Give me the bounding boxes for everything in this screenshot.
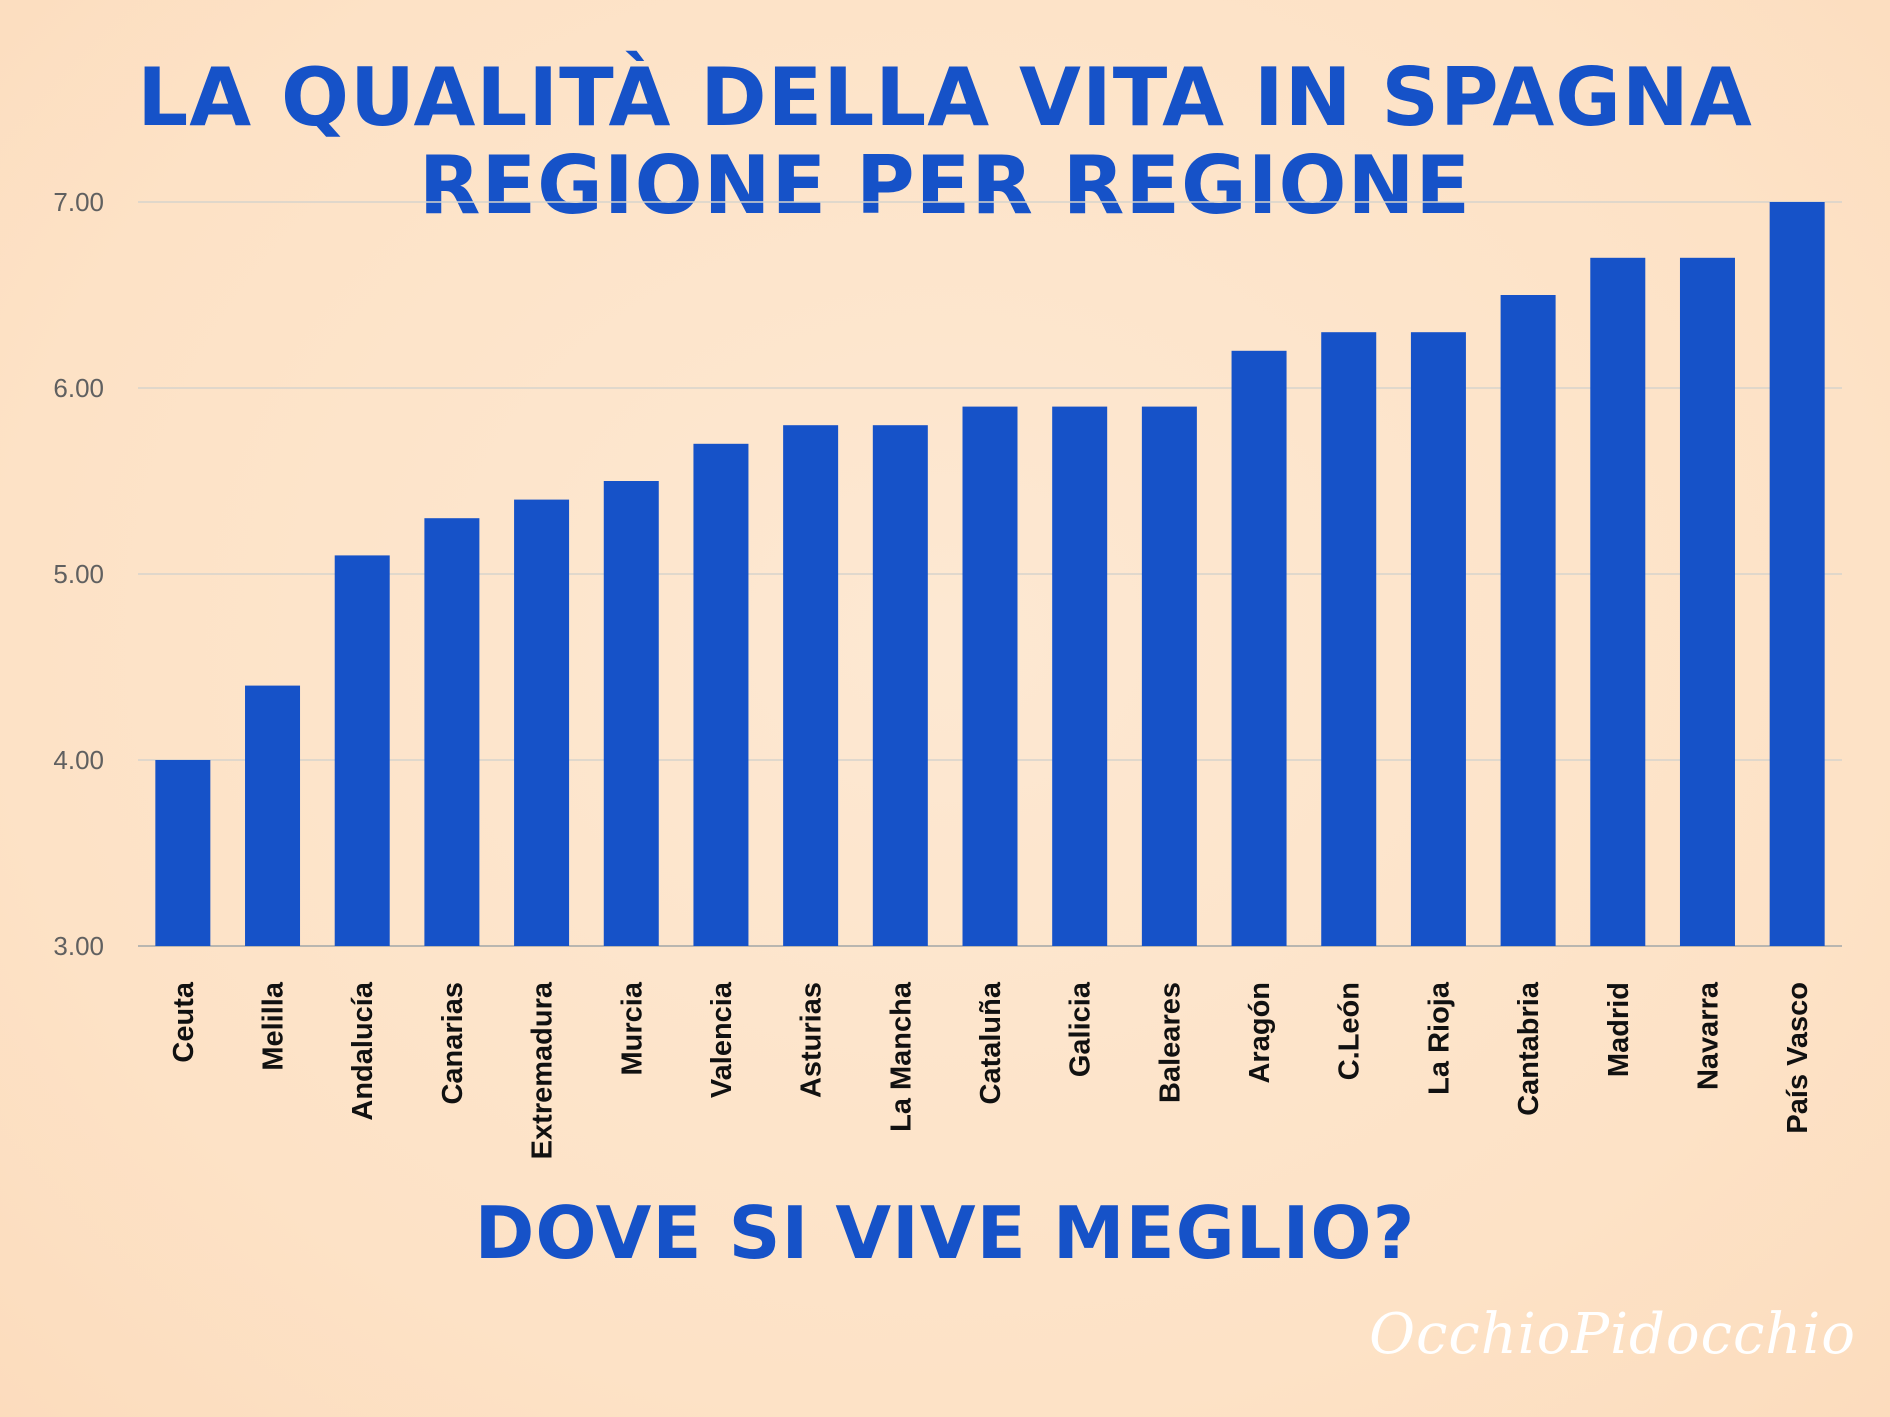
x-tick-label: Melilla (258, 981, 290, 1071)
x-tick-label: País Vasco (1782, 982, 1814, 1134)
bar (603, 481, 659, 946)
x-tick-label: Asturias (796, 982, 828, 1098)
x-tick-label: Valencia (706, 981, 738, 1098)
x-tick-label: C.León (1334, 982, 1366, 1080)
brand-logo: OcchioPidocchio (1369, 1302, 1856, 1367)
bar (155, 760, 211, 946)
bar (1321, 332, 1377, 946)
x-tick-label: Cantabria (1513, 981, 1545, 1116)
x-tick-label: Madrid (1603, 982, 1635, 1077)
bar (1231, 350, 1287, 946)
y-tick-label: 3.00 (53, 931, 104, 961)
x-tick-label: Galicia (1065, 981, 1097, 1077)
bar (1052, 406, 1108, 947)
x-tick-label: La Rioja (1423, 981, 1455, 1095)
x-tick-label: Aragón (1244, 982, 1276, 1084)
chart-title-line2: REGIONE PER REGIONE (418, 139, 1472, 232)
y-tick-label: 5.00 (53, 559, 104, 589)
x-tick-label: Baleares (1154, 982, 1186, 1103)
x-tick-label: Ceuta (168, 981, 200, 1062)
x-tick-label: Andalucía (347, 981, 379, 1120)
x-tick-label: Cataluña (975, 981, 1007, 1104)
bar (783, 425, 839, 946)
x-tick-label: Extremadura (527, 981, 559, 1159)
bar (1590, 257, 1646, 946)
bar (334, 555, 390, 946)
bar (1141, 406, 1197, 947)
y-tick-label: 6.00 (53, 373, 104, 403)
x-tick-label: La Mancha (885, 981, 917, 1132)
y-tick-label: 7.00 (53, 187, 104, 217)
bar (245, 685, 301, 946)
bar (693, 443, 749, 946)
bar (962, 406, 1018, 947)
x-tick-label: Murcia (616, 981, 648, 1075)
bar (872, 425, 928, 946)
chart-title-line1: LA QUALITÀ DELLA VITA IN SPAGNA (137, 51, 1753, 144)
bar (1410, 332, 1466, 946)
bar (1500, 295, 1556, 946)
bar (1679, 257, 1735, 946)
bar (424, 518, 480, 946)
bar (1769, 202, 1825, 946)
y-tick-label: 4.00 (53, 745, 104, 775)
x-tick-label: Navarra (1692, 981, 1724, 1090)
x-tick-label: Canarias (437, 982, 469, 1105)
chart-subtitle: DOVE SI VIVE MEGLIO? (474, 1191, 1416, 1275)
bar (514, 499, 570, 946)
